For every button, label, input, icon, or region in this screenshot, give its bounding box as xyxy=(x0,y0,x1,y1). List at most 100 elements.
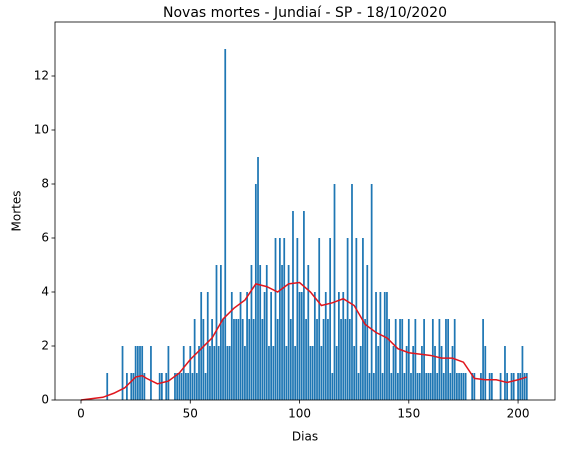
bar xyxy=(370,184,373,400)
bar xyxy=(525,373,528,400)
bar xyxy=(429,373,432,400)
bar xyxy=(307,265,310,400)
bar xyxy=(250,265,253,400)
bar xyxy=(182,346,185,400)
bar xyxy=(298,292,301,400)
bar xyxy=(235,319,238,400)
bar xyxy=(329,238,332,400)
plot-frame xyxy=(54,21,556,401)
bar xyxy=(449,373,452,400)
bar xyxy=(292,211,294,400)
y-tick-label: 6 xyxy=(41,231,49,245)
bar xyxy=(392,346,395,400)
bar xyxy=(296,238,299,400)
bar xyxy=(198,346,200,400)
bar xyxy=(445,319,447,400)
bar xyxy=(431,319,434,400)
bar xyxy=(191,373,194,400)
bar xyxy=(193,319,196,400)
bar xyxy=(346,238,349,400)
bar xyxy=(458,373,460,400)
bar xyxy=(519,373,522,400)
y-tick-label: 12 xyxy=(34,69,49,83)
bar xyxy=(351,184,353,400)
bar xyxy=(287,265,290,400)
x-axis-label: Dias xyxy=(292,430,318,444)
bar xyxy=(270,292,273,400)
bar xyxy=(324,292,327,400)
bar xyxy=(388,319,391,400)
bar xyxy=(342,292,345,400)
bar xyxy=(132,373,135,400)
bar xyxy=(276,319,279,400)
bar xyxy=(434,346,436,400)
bar xyxy=(305,319,307,400)
bar xyxy=(353,346,356,400)
bar xyxy=(462,373,465,400)
bar xyxy=(265,265,268,400)
bar xyxy=(206,292,209,400)
bar xyxy=(160,373,163,400)
bar xyxy=(359,346,362,400)
bar xyxy=(523,373,526,400)
bar xyxy=(313,292,316,400)
bar xyxy=(176,373,179,400)
bar xyxy=(219,265,222,400)
bar xyxy=(364,319,366,400)
bar xyxy=(484,346,487,400)
bar xyxy=(438,319,441,400)
bar xyxy=(425,373,428,400)
bar xyxy=(272,346,275,400)
y-tick-label: 10 xyxy=(34,123,49,137)
bar xyxy=(348,319,351,400)
bar xyxy=(427,373,430,400)
bar xyxy=(268,346,270,400)
x-tick-label: 100 xyxy=(288,407,311,421)
bar xyxy=(233,319,235,400)
bar xyxy=(405,346,408,400)
bar xyxy=(285,346,288,400)
bar xyxy=(283,238,286,400)
bar xyxy=(499,373,502,400)
bar xyxy=(189,346,192,400)
bar xyxy=(211,319,213,400)
bar xyxy=(257,157,259,400)
bar xyxy=(399,319,401,400)
bar xyxy=(517,373,519,400)
bar xyxy=(254,184,257,400)
bar xyxy=(464,373,467,400)
bar xyxy=(471,373,474,400)
bar xyxy=(397,373,399,400)
bar xyxy=(362,238,364,400)
bar xyxy=(289,319,292,400)
bar xyxy=(447,319,450,400)
bar xyxy=(456,373,458,400)
bar xyxy=(130,373,133,400)
bar xyxy=(139,346,141,400)
bar xyxy=(278,238,281,400)
bar xyxy=(421,346,423,400)
bar xyxy=(230,292,233,400)
trend-line xyxy=(80,281,528,401)
bar xyxy=(375,292,377,400)
bar xyxy=(158,373,161,400)
bar xyxy=(366,265,369,400)
bar xyxy=(482,319,484,400)
bar xyxy=(281,265,283,400)
bar xyxy=(386,292,388,400)
bar xyxy=(379,292,382,400)
bar xyxy=(355,238,358,400)
bar xyxy=(174,373,176,400)
bar xyxy=(311,346,314,400)
bar xyxy=(488,373,491,400)
bar xyxy=(335,346,338,400)
bar xyxy=(237,319,240,400)
bar xyxy=(195,373,198,400)
bar xyxy=(204,373,207,400)
bar xyxy=(248,319,251,400)
bar xyxy=(394,319,397,400)
bar xyxy=(228,346,231,400)
bar xyxy=(274,238,277,400)
bar xyxy=(187,373,189,400)
